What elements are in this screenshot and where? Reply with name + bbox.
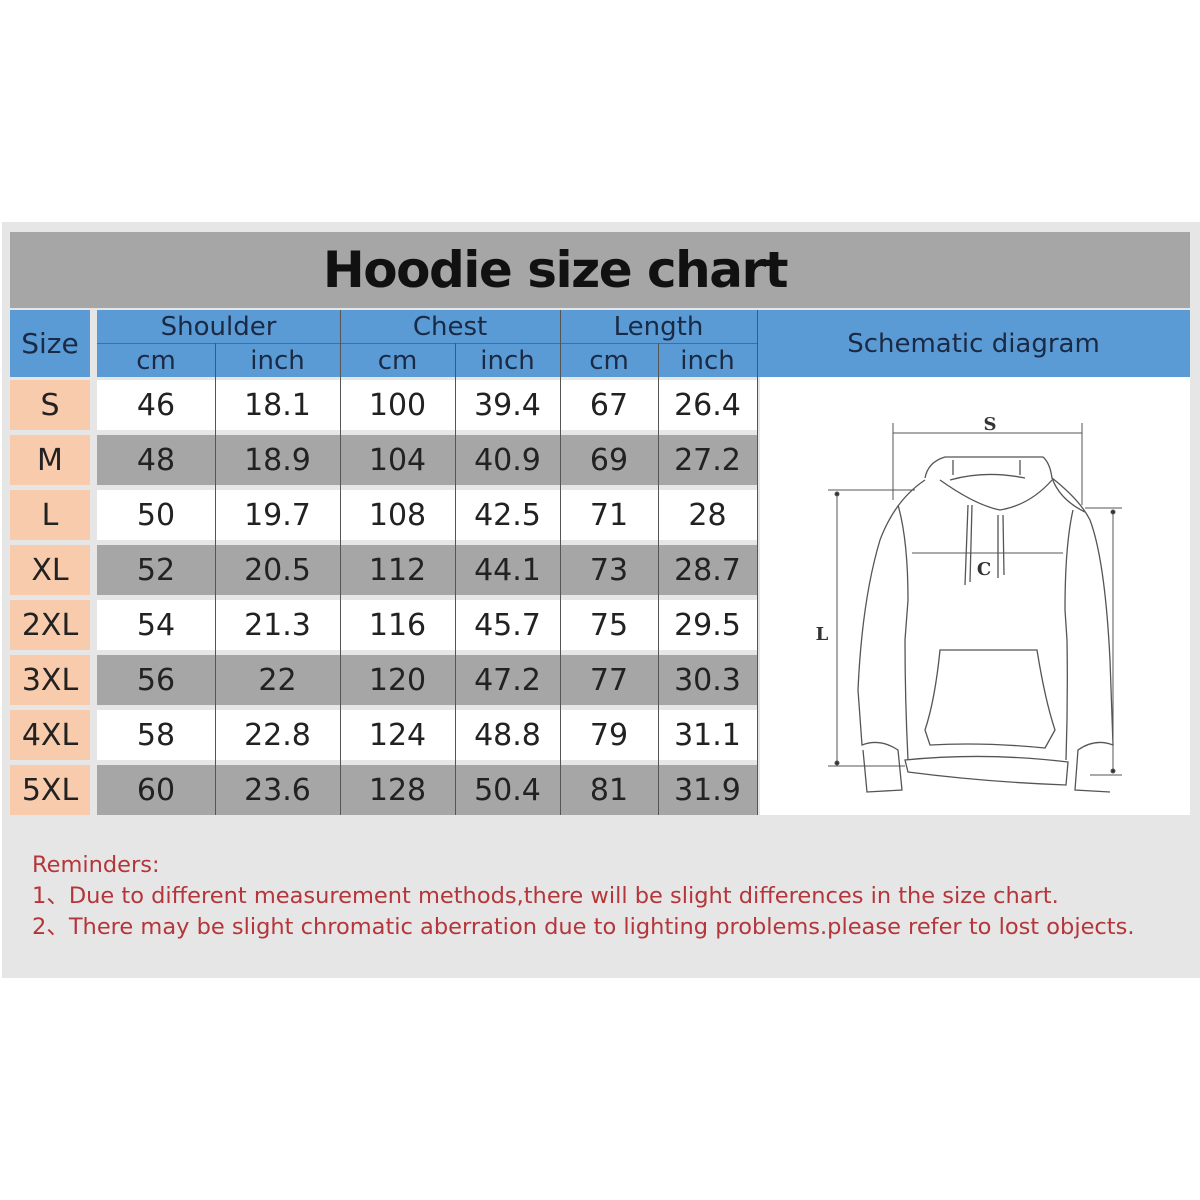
- group-header: Shoulder: [160, 311, 277, 342]
- unit-header: inch: [250, 345, 305, 376]
- value-cell: 21.3: [215, 600, 340, 650]
- page-title: Hoodie size chart: [322, 241, 789, 299]
- group-header: Length: [613, 311, 704, 342]
- reminders-heading: Reminders:: [32, 852, 160, 878]
- value-cell: 48: [97, 435, 215, 485]
- value-cell: 30.3: [658, 655, 757, 705]
- value-cell: 128: [340, 765, 455, 815]
- size-cell: 2XL: [10, 600, 90, 650]
- value-cell: 108: [340, 490, 455, 540]
- hem: [904, 755, 1069, 786]
- value-cell: 31.1: [658, 710, 757, 760]
- value-cell: 39.4: [455, 380, 560, 430]
- unit-header: inch: [680, 345, 735, 376]
- schematic-diagram: S C L: [760, 377, 1190, 815]
- value-cell: 69: [560, 435, 658, 485]
- chest-label: C: [977, 559, 991, 580]
- value-cell: 124: [340, 710, 455, 760]
- value-cell: 46: [97, 380, 215, 430]
- value-cell: 22: [215, 655, 340, 705]
- value-cell: 67: [560, 380, 658, 430]
- hood-opening: [949, 460, 1026, 481]
- column-divider: [560, 310, 561, 815]
- hoodie-illustration: S C L: [816, 414, 1122, 793]
- column-divider: [757, 310, 758, 815]
- left-sleeve: [857, 479, 926, 793]
- value-cell: 60: [97, 765, 215, 815]
- value-cell: 79: [560, 710, 658, 760]
- reminder-item: 1、Due to different measurement methods,t…: [32, 883, 1059, 909]
- size-cell: L: [10, 490, 90, 540]
- column-divider: [455, 343, 456, 815]
- value-cell: 44.1: [455, 545, 560, 595]
- value-cell: 120: [340, 655, 455, 705]
- header-divider: [97, 343, 757, 344]
- value-cell: 58: [97, 710, 215, 760]
- size-header: Size: [10, 310, 90, 377]
- value-cell: 31.9: [658, 765, 757, 815]
- size-cell: 3XL: [10, 655, 90, 705]
- size-cell: S: [10, 380, 90, 430]
- value-cell: 22.8: [215, 710, 340, 760]
- value-cell: 28: [658, 490, 757, 540]
- right-sleeve: [1051, 477, 1114, 793]
- value-cell: 54: [97, 600, 215, 650]
- pocket: [924, 649, 1056, 749]
- schematic-header: Schematic diagram: [757, 310, 1190, 377]
- value-cell: 26.4: [658, 380, 757, 430]
- value-cell: 20.5: [215, 545, 340, 595]
- value-cell: 71: [560, 490, 658, 540]
- title-band: Hoodie size chart: [10, 232, 1190, 308]
- value-cell: 56: [97, 655, 215, 705]
- value-cell: 18.1: [215, 380, 340, 430]
- value-cell: 52: [97, 545, 215, 595]
- hood-outline: [924, 456, 1086, 513]
- value-cell: 112: [340, 545, 455, 595]
- reminders: Reminders: 1、Due to different measuremen…: [32, 850, 1135, 943]
- value-cell: 75: [560, 600, 658, 650]
- value-cell: 29.5: [658, 600, 757, 650]
- value-cell: 45.7: [455, 600, 560, 650]
- value-cell: 116: [340, 600, 455, 650]
- value-cell: 47.2: [455, 655, 560, 705]
- value-cell: 50.4: [455, 765, 560, 815]
- value-cell: 73: [560, 545, 658, 595]
- unit-header: inch: [480, 345, 535, 376]
- group-header: Chest: [412, 311, 488, 342]
- drawstring: [964, 504, 1005, 586]
- unit-header: cm: [377, 345, 418, 376]
- value-cell: 77: [560, 655, 658, 705]
- size-cell: M: [10, 435, 90, 485]
- value-cell: 48.8: [455, 710, 560, 760]
- value-cell: 104: [340, 435, 455, 485]
- unit-header: cm: [136, 345, 176, 376]
- size-cell: XL: [10, 545, 90, 595]
- value-cell: 28.7: [658, 545, 757, 595]
- body-right: [1064, 509, 1074, 761]
- value-cell: 23.6: [215, 765, 340, 815]
- size-cell: 5XL: [10, 765, 90, 815]
- value-cell: 50: [97, 490, 215, 540]
- value-cell: 27.2: [658, 435, 757, 485]
- size-cell: 4XL: [10, 710, 90, 760]
- column-divider: [658, 343, 659, 815]
- value-cell: 18.9: [215, 435, 340, 485]
- value-cell: 42.5: [455, 490, 560, 540]
- body-left: [897, 504, 909, 761]
- value-cell: 81: [560, 765, 658, 815]
- hood-inner: [939, 479, 1053, 511]
- shoulder-label: S: [984, 414, 997, 435]
- unit-header: cm: [589, 345, 629, 376]
- column-divider: [215, 343, 216, 815]
- column-divider: [340, 310, 341, 815]
- value-cell: 100: [340, 380, 455, 430]
- reminder-item: 2、There may be slight chromatic aberrati…: [32, 914, 1135, 940]
- value-cell: 40.9: [455, 435, 560, 485]
- value-cell: 19.7: [215, 490, 340, 540]
- length-label: L: [816, 624, 829, 645]
